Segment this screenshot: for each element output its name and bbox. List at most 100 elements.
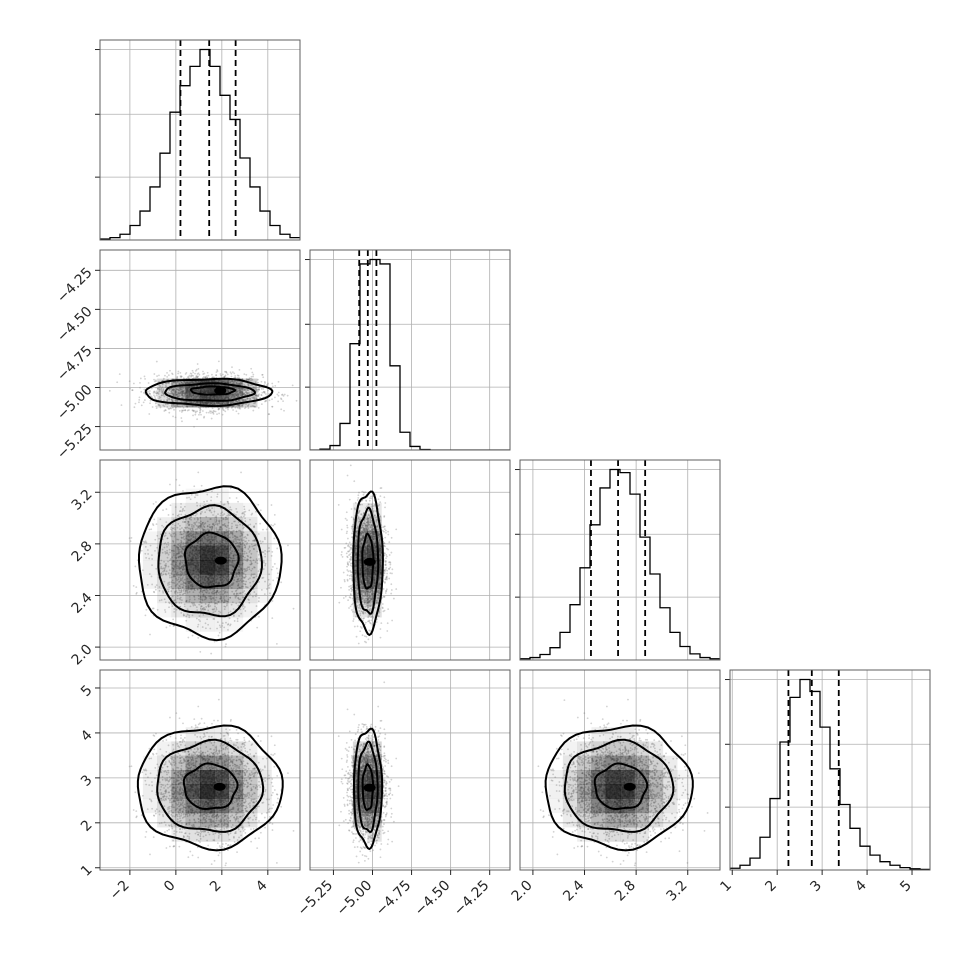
sample-point bbox=[186, 526, 189, 529]
sample-point bbox=[255, 605, 258, 607]
sample-point bbox=[246, 566, 249, 569]
sample-point bbox=[181, 390, 184, 393]
sample-point bbox=[178, 555, 180, 558]
sample-point bbox=[173, 575, 176, 578]
sample-point bbox=[260, 394, 263, 396]
sample-point bbox=[212, 411, 214, 414]
sample-point bbox=[209, 605, 212, 607]
sample-point bbox=[237, 571, 240, 573]
sample-point bbox=[162, 393, 165, 395]
sample-point bbox=[243, 550, 246, 553]
sample-point bbox=[219, 395, 222, 398]
sample-point bbox=[247, 384, 250, 387]
sample-point bbox=[221, 402, 224, 405]
sample-point bbox=[163, 569, 166, 572]
sample-point bbox=[236, 587, 239, 590]
sample-point bbox=[182, 390, 184, 393]
sample-point bbox=[221, 532, 224, 535]
sample-point bbox=[224, 540, 227, 543]
sample-point bbox=[158, 384, 161, 387]
sample-point bbox=[167, 381, 170, 384]
sample-point bbox=[175, 393, 178, 396]
sample-point bbox=[246, 569, 249, 572]
sample-point bbox=[194, 413, 197, 416]
sample-point bbox=[243, 511, 246, 514]
sample-point bbox=[235, 410, 238, 413]
sample-point bbox=[212, 523, 214, 526]
sample-point bbox=[223, 533, 226, 535]
sample-point bbox=[224, 534, 226, 537]
sample-point bbox=[186, 388, 189, 391]
sample-point bbox=[225, 621, 227, 624]
sample-point bbox=[173, 608, 176, 610]
sample-point bbox=[219, 542, 222, 545]
sample-point bbox=[242, 389, 245, 392]
sample-point bbox=[163, 542, 166, 545]
sample-point bbox=[258, 553, 260, 556]
sample-point bbox=[187, 520, 190, 523]
sample-point bbox=[188, 614, 191, 617]
sample-point bbox=[165, 543, 168, 546]
sample-point bbox=[242, 572, 244, 574]
sample-point bbox=[217, 407, 220, 410]
sample-point bbox=[199, 516, 202, 519]
sample-point bbox=[262, 391, 265, 393]
sample-point bbox=[246, 559, 249, 561]
sample-point bbox=[194, 369, 197, 372]
sample-point bbox=[228, 527, 231, 530]
sample-point bbox=[224, 518, 227, 521]
sample-point bbox=[186, 392, 189, 395]
sample-point bbox=[158, 374, 160, 377]
sample-point bbox=[167, 514, 170, 516]
sample-point bbox=[241, 524, 244, 527]
sample-point bbox=[241, 512, 244, 515]
sample-point bbox=[240, 586, 242, 589]
sample-point bbox=[223, 608, 226, 611]
sample-point bbox=[198, 390, 200, 393]
sample-point bbox=[254, 561, 257, 563]
sample-point bbox=[171, 561, 174, 564]
sample-point bbox=[253, 525, 256, 528]
sample-point bbox=[178, 382, 181, 385]
sample-point bbox=[258, 386, 261, 388]
sample-point bbox=[175, 406, 177, 409]
sample-point bbox=[183, 588, 185, 591]
sample-point bbox=[157, 387, 159, 390]
sample-point bbox=[225, 542, 227, 545]
sample-point bbox=[295, 399, 298, 402]
sample-point bbox=[179, 392, 182, 395]
sample-point bbox=[226, 514, 229, 517]
sample-point bbox=[221, 524, 224, 526]
sample-point bbox=[255, 394, 258, 397]
sample-point bbox=[188, 393, 191, 396]
sample-point bbox=[283, 409, 285, 412]
sample-point bbox=[175, 574, 178, 577]
sample-point bbox=[170, 392, 173, 395]
sample-point bbox=[171, 392, 174, 395]
sample-point bbox=[155, 401, 158, 404]
sample-point bbox=[173, 544, 176, 547]
sample-point bbox=[252, 573, 255, 576]
sample-point bbox=[216, 413, 218, 416]
density-cell bbox=[185, 378, 201, 394]
sample-point bbox=[184, 542, 187, 545]
sample-point bbox=[226, 373, 229, 376]
sample-point bbox=[242, 555, 245, 558]
sample-point bbox=[171, 382, 173, 385]
sample-point bbox=[225, 395, 227, 398]
sample-point bbox=[166, 588, 169, 591]
sample-point bbox=[154, 586, 157, 588]
sample-point bbox=[204, 511, 207, 514]
sample-point bbox=[208, 601, 211, 604]
sample-point bbox=[226, 402, 229, 405]
sample-point bbox=[241, 404, 244, 407]
sample-point bbox=[172, 618, 175, 621]
sample-point bbox=[233, 393, 236, 395]
sample-point bbox=[173, 560, 176, 563]
sample-point bbox=[183, 521, 186, 524]
sample-point bbox=[176, 538, 178, 541]
sample-point bbox=[221, 544, 223, 546]
sample-point bbox=[263, 392, 266, 394]
sample-point bbox=[178, 542, 181, 545]
sample-point bbox=[147, 382, 150, 384]
